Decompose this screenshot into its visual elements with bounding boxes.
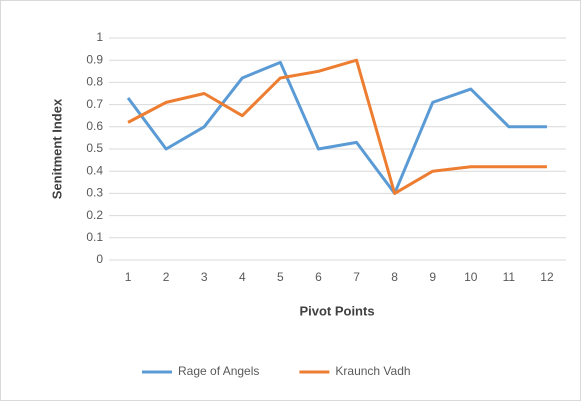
- x-tick-label: 10: [464, 270, 478, 284]
- y-axis-title: Senitment Index: [49, 98, 64, 199]
- x-axis-title: Pivot Points: [299, 303, 374, 318]
- y-tick-label: 1: [96, 30, 103, 44]
- x-tick-label: 3: [201, 270, 208, 284]
- y-tick-label: 0.7: [86, 97, 103, 111]
- x-tick-label: 11: [503, 270, 516, 284]
- y-tick-label: 0.2: [86, 208, 103, 222]
- x-tick-label: 1: [125, 270, 132, 284]
- y-tick-label: 0.1: [86, 230, 103, 244]
- y-tick-label: 0.5: [86, 141, 103, 155]
- x-tick-label: 7: [353, 270, 360, 284]
- series-line: [127, 58, 547, 195]
- x-tick-label: 8: [391, 270, 398, 284]
- y-tick-label: 0.8: [86, 75, 103, 89]
- y-tick-label: 0.4: [86, 163, 103, 177]
- legend-label: Kraunch Vadh: [335, 364, 410, 378]
- x-tick-label: 2: [163, 270, 170, 284]
- x-tick-label: 12: [540, 270, 554, 284]
- y-tick-label: 0.3: [86, 186, 103, 200]
- y-tick-label: 0: [96, 252, 103, 266]
- x-tick-label: 6: [315, 270, 322, 284]
- y-tick-label: 0.6: [86, 119, 103, 133]
- series-line: [126, 60, 547, 195]
- x-tick-label: 5: [277, 270, 284, 284]
- x-tick-label: 4: [239, 270, 246, 284]
- y-tick-label: 0.9: [86, 52, 103, 66]
- x-tick-label: 9: [429, 270, 436, 284]
- legend-label: Rage of Angels: [178, 364, 259, 378]
